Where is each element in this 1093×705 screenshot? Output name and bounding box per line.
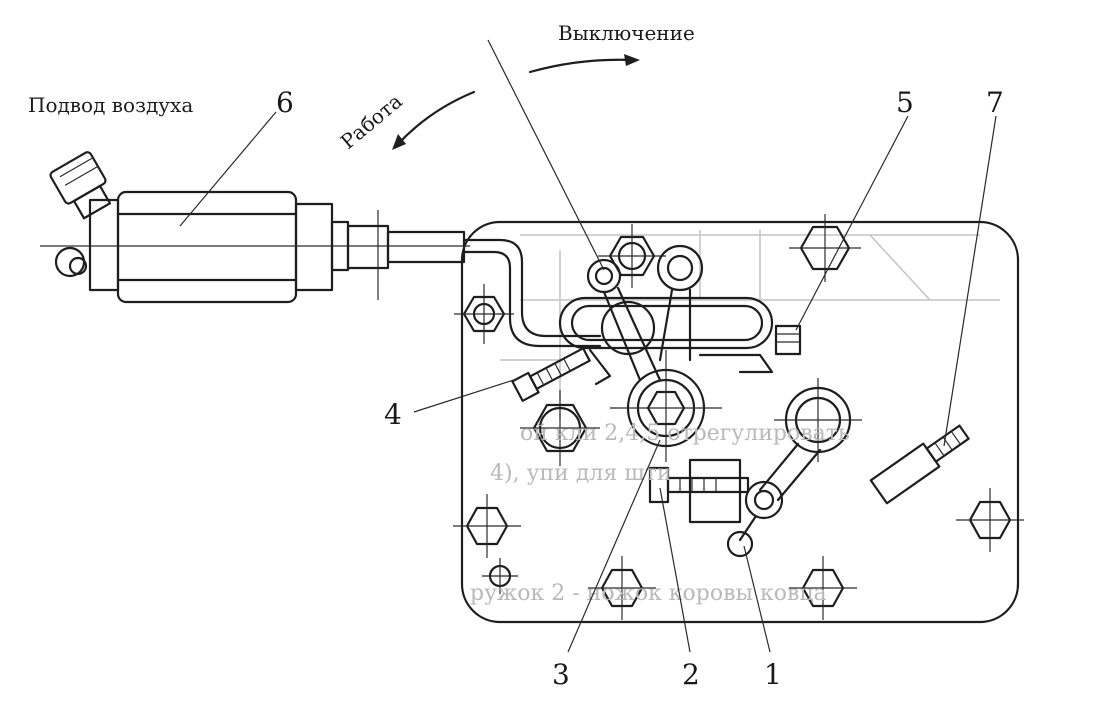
callout-3: 3 — [552, 658, 570, 691]
svg-text:ружок 2 - ножок коровы ковца: ружок 2 - ножок коровы ковца — [470, 581, 827, 606]
shutdown-arrow — [528, 58, 634, 74]
hex-nuts — [453, 214, 1024, 620]
connecting-pipe — [462, 238, 602, 338]
callout-7: 7 — [986, 86, 1004, 119]
shutdown-label: Выключение — [558, 21, 695, 45]
leader-lines — [179, 39, 997, 653]
callout-5: 5 — [896, 86, 914, 119]
svg-text:ой кли 2,4,5 отрегулиров: ой кли 2,4,5 отрегулировать — [520, 421, 850, 446]
direction-arrows — [392, 54, 640, 150]
callout-2: 2 — [682, 658, 700, 691]
adjusting-screws — [511, 324, 970, 524]
bleed-through-text: ой кли 2,4,5 отрегулировать 4), упи для … — [470, 421, 850, 606]
callout-6: 6 — [276, 86, 294, 119]
operation-arrowhead — [392, 134, 406, 150]
callout-1: 1 — [764, 658, 782, 691]
base-plate — [460, 220, 1020, 624]
operation-arrow — [396, 90, 476, 146]
lever-assembly — [558, 244, 774, 462]
callout-4: 4 — [384, 398, 402, 431]
eccentric-arm — [726, 378, 862, 558]
air-cylinder — [40, 151, 470, 304]
air-supply-label: Подвод воздуха — [28, 93, 193, 117]
bleed-through-background — [500, 230, 1000, 420]
svg-text:4), упи для: 4), упи для шти — [490, 461, 672, 486]
shutdown-arrowhead — [624, 54, 640, 66]
